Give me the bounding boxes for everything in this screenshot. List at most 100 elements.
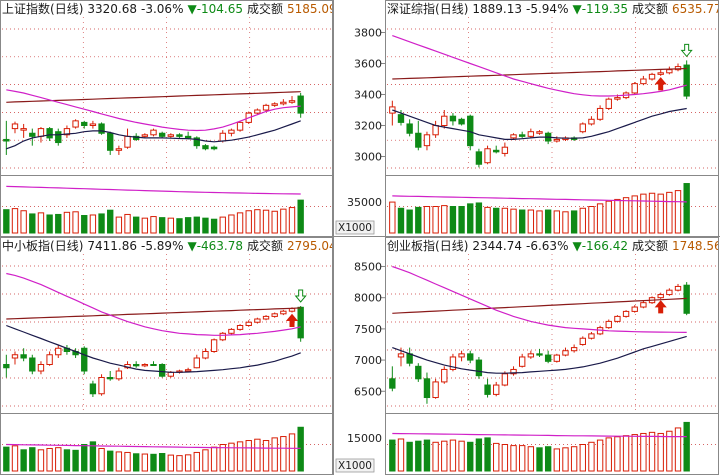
candle-body bbox=[98, 377, 105, 395]
candle-body bbox=[11, 354, 19, 359]
volume-bar bbox=[423, 439, 431, 472]
title-backdrop bbox=[1, 1, 332, 16]
volume-bar bbox=[89, 441, 97, 472]
volume-bar bbox=[484, 437, 491, 472]
candle-body bbox=[107, 132, 114, 151]
volume-bar bbox=[423, 206, 431, 234]
volume-bar bbox=[158, 217, 166, 234]
candle-body bbox=[605, 320, 612, 329]
volume-bar bbox=[449, 439, 457, 472]
candle-body bbox=[245, 321, 252, 326]
candle-body bbox=[158, 132, 166, 137]
volume-bar bbox=[280, 436, 287, 472]
candle-body bbox=[527, 353, 535, 358]
sell-arrow-icon bbox=[680, 43, 693, 58]
candle-body bbox=[406, 123, 413, 134]
volume-bar bbox=[141, 217, 149, 234]
price-tick-label: 6500 bbox=[354, 385, 382, 398]
candle-body bbox=[150, 129, 157, 136]
volume-bar bbox=[666, 191, 673, 234]
candle-body bbox=[202, 351, 209, 359]
title-backdrop bbox=[386, 1, 718, 16]
ma-short-line bbox=[392, 335, 687, 374]
candle-body bbox=[423, 134, 431, 147]
candle-body bbox=[20, 354, 27, 359]
chart-pane-1: 上证指数(日线) 3320.68 -3.06% ▼-104.65 成交额 5185.092… bbox=[0, 0, 364, 237]
volume-bar bbox=[210, 218, 218, 234]
volume-bar bbox=[219, 444, 226, 472]
candle-body bbox=[683, 64, 690, 97]
volume-bar bbox=[484, 206, 491, 234]
candle-body bbox=[657, 72, 664, 75]
volume-bar bbox=[631, 195, 638, 234]
volume-bar bbox=[219, 216, 226, 234]
volume-tick-label: 15000 bbox=[347, 432, 382, 445]
price-tick-label: 8000 bbox=[354, 292, 382, 305]
pane-frame bbox=[0, 0, 333, 237]
candle-body bbox=[150, 364, 157, 366]
candle-body bbox=[510, 134, 517, 139]
candle-body bbox=[614, 315, 621, 322]
volume-bar bbox=[81, 215, 88, 234]
volume-bar bbox=[3, 209, 10, 234]
candle-body bbox=[484, 148, 491, 164]
candle-body bbox=[63, 128, 71, 136]
point-change: ▼-463.78 bbox=[187, 239, 243, 253]
candle-body bbox=[536, 131, 543, 134]
period-label: (日线) bbox=[50, 239, 83, 253]
candle-body bbox=[648, 73, 656, 80]
volume-bar bbox=[236, 441, 244, 472]
volume-bar bbox=[579, 207, 586, 234]
candle-body bbox=[640, 302, 647, 308]
point-change: ▼-104.65 bbox=[187, 2, 243, 16]
volume-bar bbox=[596, 439, 604, 472]
volume-bar bbox=[46, 447, 53, 472]
candle-body bbox=[666, 69, 673, 74]
candle-body bbox=[37, 128, 45, 137]
candle-body bbox=[193, 137, 200, 147]
volume-bar bbox=[389, 439, 396, 472]
candle-body bbox=[202, 145, 209, 150]
volume-bar bbox=[89, 214, 97, 234]
chart-pane-3: 中小板指(日线) 7411.86 -5.89% ▼-463.78 成交额 2795.048… bbox=[0, 237, 333, 475]
ma-mid-line bbox=[6, 272, 301, 336]
volume-bar bbox=[553, 210, 560, 234]
candle-body bbox=[614, 97, 621, 100]
volume-bar bbox=[63, 211, 71, 234]
candle-body bbox=[458, 118, 465, 125]
chart-pane-2: 深证综指(日线) 1889.13 -5.94% ▼-119.35 成交额 6535.771… bbox=[381, 0, 719, 237]
buy-arrow-icon bbox=[654, 300, 667, 314]
volume-bar bbox=[657, 193, 664, 234]
volume-unit-box bbox=[335, 220, 375, 235]
close-value: 7411.86 bbox=[87, 239, 137, 253]
volume-bar bbox=[115, 451, 123, 472]
period-label: (日线) bbox=[435, 239, 468, 253]
pct-change: -5.94% bbox=[526, 2, 568, 16]
candle-body bbox=[55, 347, 62, 356]
index-name: 上证指数 bbox=[2, 1, 50, 16]
volume-bar bbox=[493, 207, 500, 234]
volume-bar bbox=[467, 203, 474, 234]
volume-bar bbox=[46, 214, 53, 234]
candle-body bbox=[46, 354, 53, 365]
candle-body bbox=[631, 306, 638, 312]
volume-bar bbox=[3, 446, 10, 472]
volume-bar bbox=[441, 440, 448, 472]
volume-bar bbox=[55, 447, 62, 472]
candle-body bbox=[605, 98, 612, 109]
volume-unit-label: X1000 bbox=[338, 222, 372, 234]
volume-bar bbox=[631, 434, 638, 472]
volume-bar bbox=[176, 455, 183, 472]
candle-body bbox=[683, 284, 690, 314]
candle-body bbox=[501, 373, 509, 386]
volume-bar bbox=[458, 206, 465, 234]
candle-body bbox=[622, 310, 630, 317]
candle-body bbox=[280, 310, 287, 315]
candle-body bbox=[236, 121, 244, 131]
amount-value: 5185.0923亿 bbox=[287, 1, 364, 16]
candle-body bbox=[467, 353, 474, 361]
price-tick-label: 3600 bbox=[354, 58, 382, 71]
price-tick-label: 3200 bbox=[354, 120, 382, 133]
close-value: 2344.74 bbox=[472, 239, 522, 253]
volume-bar bbox=[176, 218, 183, 234]
